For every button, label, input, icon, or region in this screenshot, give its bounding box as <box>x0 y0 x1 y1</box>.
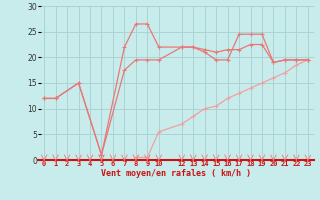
X-axis label: Vent moyen/en rafales ( km/h ): Vent moyen/en rafales ( km/h ) <box>101 169 251 178</box>
